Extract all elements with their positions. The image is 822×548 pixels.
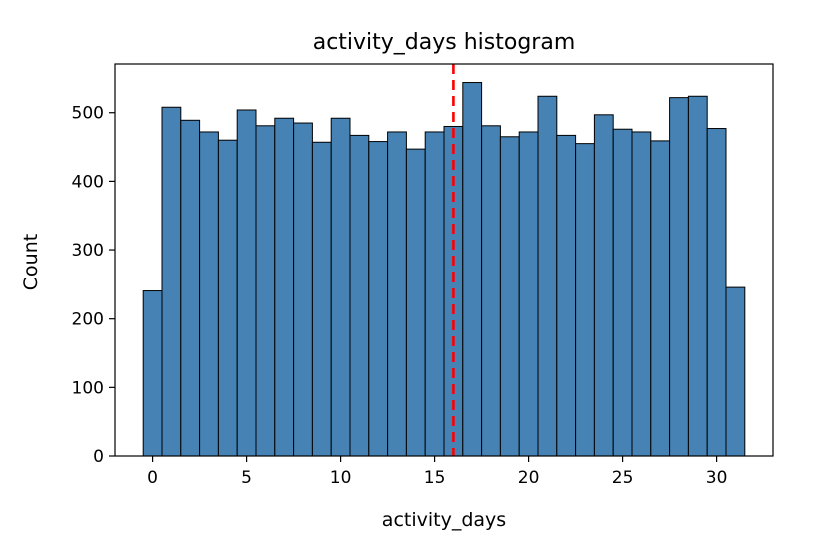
histogram-bar	[349, 134, 370, 457]
histogram-bar	[556, 134, 577, 457]
bars-group	[142, 82, 746, 457]
histogram-bar	[217, 139, 238, 457]
histogram-bar	[180, 119, 201, 457]
histogram-bar	[537, 95, 558, 457]
y-axis-ticks: 0 100 200 300 400 500	[72, 104, 115, 467]
y-tick-label: 200	[72, 310, 104, 330]
chart-title: activity_days histogram	[313, 30, 576, 55]
histogram-bar	[330, 117, 351, 457]
y-tick-label: 500	[72, 104, 104, 124]
histogram-bar	[706, 128, 727, 457]
histogram-bar	[274, 117, 295, 457]
histogram-bar	[142, 290, 163, 457]
histogram-bar	[687, 95, 708, 457]
histogram-bar	[293, 122, 313, 457]
x-tick-label: 25	[612, 468, 634, 488]
histogram-bar	[612, 128, 633, 457]
x-tick-label: 15	[424, 468, 446, 488]
y-axis-label: Count	[20, 234, 42, 290]
y-tick-label: 0	[93, 447, 104, 467]
histogram-bar	[575, 143, 595, 457]
histogram-bar	[481, 125, 501, 457]
x-tick-label: 30	[706, 468, 728, 488]
histogram-bar	[499, 136, 520, 457]
histogram-bar	[255, 125, 276, 457]
histogram-bar	[368, 141, 389, 457]
histogram-bar	[161, 106, 182, 457]
histogram-bar	[518, 131, 539, 457]
y-tick-label: 100	[72, 378, 104, 398]
histogram-bar	[593, 114, 614, 457]
histogram-bar	[462, 82, 483, 457]
x-tick-label: 5	[241, 468, 252, 488]
histogram-bar	[650, 140, 671, 457]
histogram-bar	[725, 286, 746, 457]
y-tick-label: 300	[72, 241, 104, 261]
histogram-bar	[631, 131, 652, 457]
x-axis-ticks: 0 5 10 15 20 25 30	[147, 456, 727, 488]
histogram-bar	[405, 148, 426, 457]
histogram-bar	[311, 141, 332, 457]
histogram-bar	[387, 131, 407, 457]
histogram-bar	[424, 131, 445, 457]
y-tick-label: 400	[72, 172, 104, 192]
x-tick-label: 0	[147, 468, 158, 488]
histogram-bar	[669, 97, 689, 457]
x-tick-label: 20	[518, 468, 540, 488]
histogram-bar	[199, 131, 219, 457]
x-axis-label: activity_days	[382, 509, 506, 531]
plot-frame	[114, 63, 774, 457]
histogram-bar	[236, 109, 257, 457]
x-tick-label: 10	[330, 468, 352, 488]
